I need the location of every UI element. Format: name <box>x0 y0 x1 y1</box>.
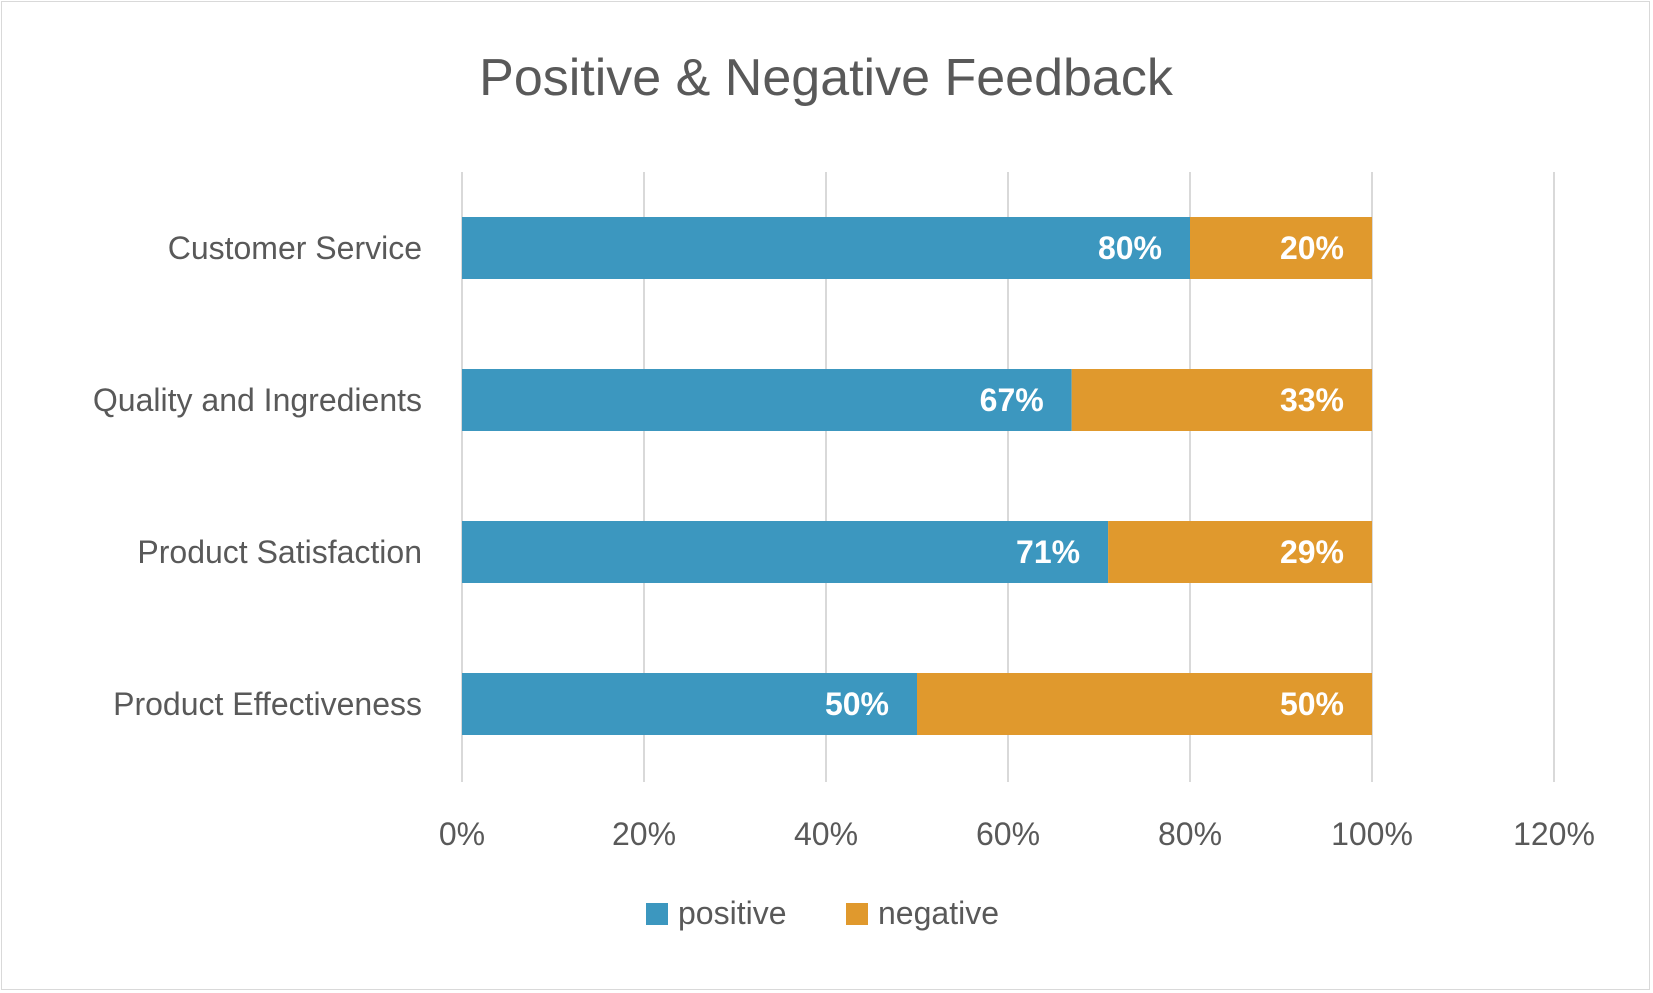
data-label-negative: 20% <box>1280 230 1344 266</box>
bars <box>462 217 1372 735</box>
x-tick-label: 100% <box>1331 816 1413 852</box>
x-tick-label: 80% <box>1158 816 1222 852</box>
bar-negative <box>1108 521 1372 583</box>
category-label: Quality and Ingredients <box>93 382 422 418</box>
bar-negative <box>1190 217 1372 279</box>
data-label-positive: 80% <box>1098 230 1162 266</box>
data-label-positive: 71% <box>1016 534 1080 570</box>
data-label-negative: 33% <box>1280 382 1344 418</box>
bar-negative <box>1071 369 1372 431</box>
chart-title: Positive & Negative Feedback <box>479 49 1174 107</box>
bar-positive <box>462 217 1190 279</box>
data-labels: 80% 20% 67% 33% 71% 29% 50% 50% <box>825 230 1344 722</box>
bar-positive <box>462 673 917 735</box>
x-tick-label: 40% <box>794 816 858 852</box>
legend: positive negative <box>646 895 999 931</box>
category-label: Product Effectiveness <box>113 686 422 722</box>
data-label-negative: 50% <box>1280 686 1344 722</box>
legend-label-positive: positive <box>678 895 787 931</box>
bar-positive <box>462 521 1109 583</box>
x-axis-labels: 0% 20% 40% 60% 80% 100% 120% <box>439 816 1595 852</box>
data-label-positive: 67% <box>980 382 1044 418</box>
legend-swatch-positive <box>646 903 668 925</box>
bar-negative <box>917 673 1372 735</box>
x-tick-label: 60% <box>976 816 1040 852</box>
data-label-negative: 29% <box>1280 534 1344 570</box>
category-labels: Customer Service Quality and Ingredients P… <box>93 230 422 722</box>
legend-swatch-negative <box>846 903 868 925</box>
bar-positive <box>462 369 1072 431</box>
legend-label-negative: negative <box>878 895 999 931</box>
category-label: Customer Service <box>168 230 422 266</box>
x-tick-label: 0% <box>439 816 485 852</box>
data-label-positive: 50% <box>825 686 889 722</box>
category-label: Product Satisfaction <box>137 534 422 570</box>
x-tick-label: 120% <box>1513 816 1595 852</box>
x-tick-label: 20% <box>612 816 676 852</box>
